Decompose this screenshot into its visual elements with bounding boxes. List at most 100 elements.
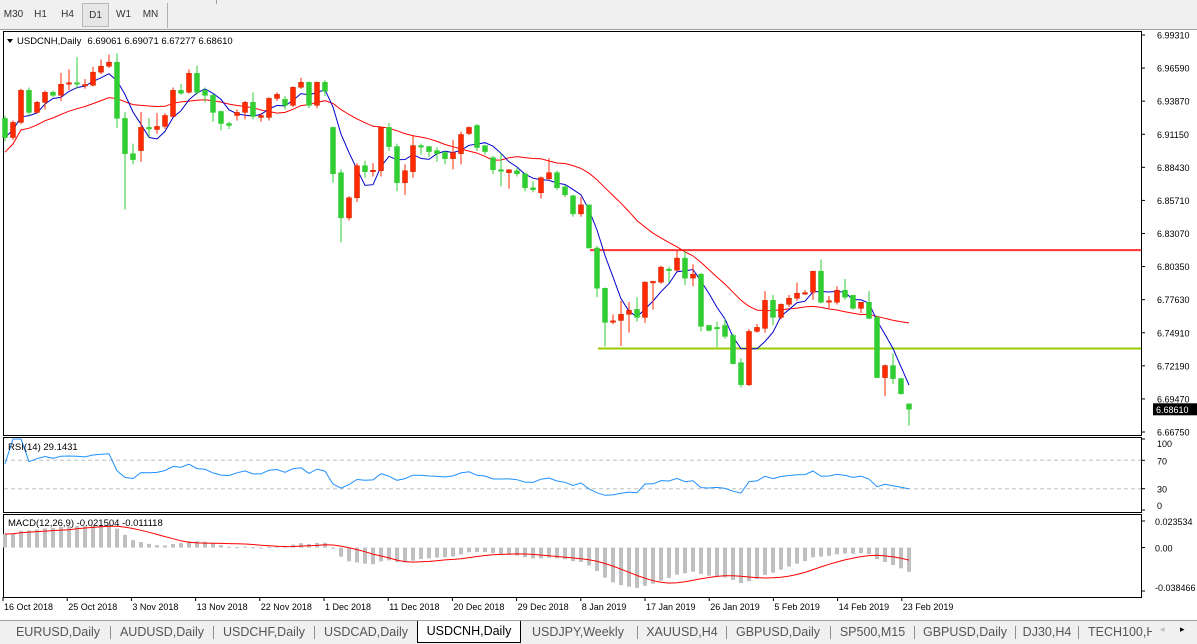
tab-usdchf-daily[interactable]: USDCHF,Daily: [223, 625, 305, 639]
rsi-axis-label: 70: [1157, 456, 1167, 466]
candle: [50, 90, 56, 98]
candle: [370, 163, 376, 177]
candle-body: [242, 102, 248, 113]
tab-divider: [110, 626, 111, 639]
candle-body: [762, 300, 768, 329]
candle-body: [122, 118, 128, 154]
price-axis-label: 6.88430: [1157, 163, 1190, 173]
candle-body: [754, 327, 760, 332]
timeframe-mn-button[interactable]: MN: [142, 9, 159, 20]
macd-histogram-bar: [603, 547, 607, 578]
timeframe-m30-button[interactable]: M30: [3, 9, 24, 20]
macd-histogram-bar: [211, 543, 215, 548]
macd-axis-label: 0.00: [1155, 544, 1173, 554]
candle-body: [418, 145, 424, 148]
macd-histogram-bar: [475, 547, 479, 552]
candle-body: [578, 204, 584, 215]
candle-body: [314, 82, 320, 106]
candle-body: [874, 317, 880, 378]
macd-histogram-bar: [459, 547, 463, 555]
candle-body: [306, 82, 312, 106]
rsi-label: RSI(14) 29.1431: [8, 442, 78, 453]
candle: [690, 264, 696, 287]
tab-eurusd-daily[interactable]: EURUSD,Daily: [15, 625, 101, 639]
candle: [618, 300, 624, 347]
rsi-panel[interactable]: [3, 437, 1142, 513]
macd-histogram-bar: [539, 547, 543, 559]
macd-histogram-bar: [99, 525, 103, 548]
macd-histogram-bar: [115, 528, 119, 548]
tab-usdcad-daily[interactable]: USDCAD,Daily: [323, 625, 409, 639]
macd-histogram-bar: [731, 547, 735, 580]
candle-body: [826, 300, 832, 303]
main-chart-panel[interactable]: [3, 31, 1142, 436]
candle: [250, 92, 256, 120]
macd-histogram-bar: [811, 547, 815, 558]
candle: [450, 139, 456, 170]
candle-body: [322, 82, 328, 92]
candle: [850, 294, 856, 310]
timeframe-h4-button[interactable]: H4: [61, 9, 74, 20]
candle: [178, 83, 184, 95]
candle: [226, 121, 232, 130]
macd-histogram-bar: [187, 541, 191, 548]
candle: [378, 126, 384, 177]
timeframe-d1-button[interactable]: D1: [82, 3, 109, 27]
tab-usdcnh-daily[interactable]: USDCNH,Daily: [417, 621, 521, 643]
tab-usdjpy-weekly[interactable]: USDJPY,Weekly: [532, 625, 624, 639]
chart-window[interactable]: 6.99310 6.96590 6.93870 6.91150 6.88430 6.857…: [0, 0, 1197, 620]
time-axis-label: 16 Oct 2018: [4, 602, 53, 612]
price-axis-label: 6.72190: [1157, 361, 1190, 371]
macd-histogram-bar: [499, 547, 503, 555]
candle-body: [490, 157, 496, 170]
candle-body: [426, 146, 432, 152]
macd-histogram-bar: [563, 547, 567, 560]
timeframe-h1-button[interactable]: H1: [34, 9, 47, 20]
candle-body: [554, 172, 560, 189]
candle-body: [266, 98, 272, 118]
candle: [434, 147, 440, 162]
candle: [218, 110, 224, 131]
tab-gbpusd-daily-2[interactable]: GBPUSD,Daily: [922, 625, 1008, 639]
candle-body: [90, 71, 96, 86]
macd-histogram-bar: [787, 547, 791, 567]
time-axis-label: 11 Dec 2018: [389, 602, 439, 612]
candle-body: [858, 302, 864, 309]
candle-body: [602, 287, 608, 323]
candle-body: [2, 118, 8, 138]
macd-histogram-bar: [267, 546, 271, 548]
tab-tech100-h[interactable]: TECH100,H: [1088, 625, 1152, 639]
tabs-scroll-left-icon[interactable]: ◂: [1160, 624, 1165, 634]
candle: [386, 122, 392, 151]
tab-dj30-h4[interactable]: DJ30,H4: [1022, 625, 1072, 639]
tab-audusd-daily[interactable]: AUDUSD,Daily: [119, 625, 205, 639]
candle: [794, 282, 800, 301]
candle-body: [282, 99, 288, 106]
tab-xauusd-h4[interactable]: XAUUSD,H4: [646, 625, 718, 639]
candle: [698, 272, 704, 332]
candle: [202, 87, 208, 103]
time-axis-label: 14 Feb 2019: [839, 602, 890, 612]
tab-sp500-m15[interactable]: SP500,M15: [839, 625, 906, 639]
candle-body: [850, 295, 856, 309]
tab-gbpusd-daily[interactable]: GBPUSD,Daily: [735, 625, 821, 639]
candle-body: [226, 123, 232, 126]
candle: [762, 291, 768, 333]
candle: [210, 93, 216, 122]
candle-body: [906, 403, 912, 410]
tabs-scroll-right-icon[interactable]: ▸: [1180, 624, 1185, 634]
candle: [730, 333, 736, 365]
timeframe-w1-button[interactable]: W1: [116, 9, 131, 20]
chart-symbol-title: USDCNH,Daily: [17, 36, 82, 47]
macd-histogram-bar: [675, 547, 679, 575]
collapse-triangle-icon[interactable]: [7, 39, 13, 43]
candle: [146, 118, 152, 138]
macd-histogram-bar: [859, 547, 863, 554]
candle-body: [450, 152, 456, 159]
macd-histogram-bar: [139, 542, 143, 548]
candle: [578, 197, 584, 217]
candle: [170, 87, 176, 117]
candle: [186, 69, 192, 94]
candle-body: [594, 247, 600, 289]
macd-axis-label: 0.023534: [1155, 517, 1193, 527]
